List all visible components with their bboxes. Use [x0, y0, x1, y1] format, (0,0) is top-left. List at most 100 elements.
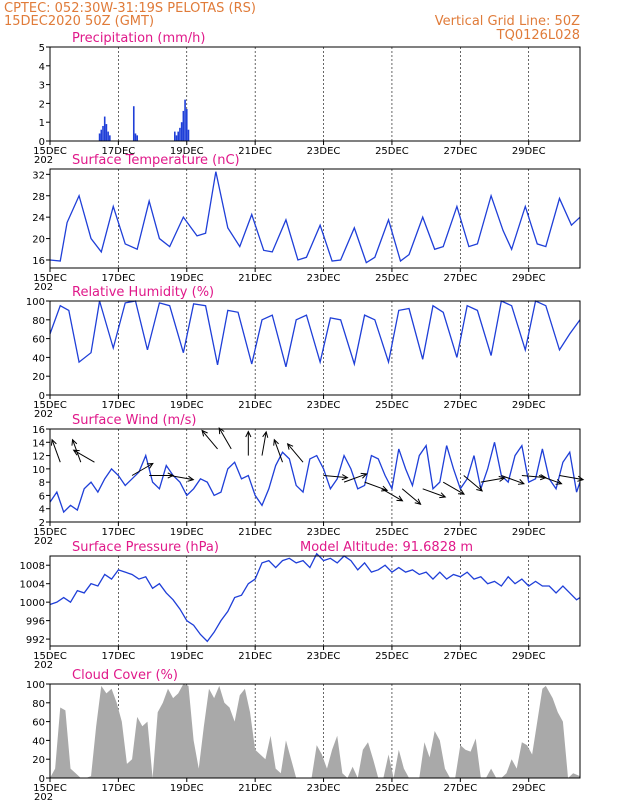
year-fragment: 202: [34, 282, 53, 293]
wind-arrow: [442, 481, 466, 495]
wind-arrow: [201, 429, 218, 450]
wind-arrow-head: [457, 488, 466, 495]
y-tick-label: 4: [39, 62, 45, 73]
x-tick-label: 17DEC: [102, 651, 136, 662]
wind-arrow-shaft: [72, 439, 82, 463]
wind-arrow-shaft: [521, 475, 546, 479]
wind-arrow-head: [381, 485, 389, 492]
x-tick-label: 19DEC: [170, 146, 204, 157]
x-tick-label: 23DEC: [307, 527, 341, 538]
panel-rh: 0 20 40 60 80 100 15DEC 17DEC 19DEC 21DEC 23DEC 25D…: [26, 285, 581, 420]
panel-frame: [49, 46, 581, 142]
temp-line: [49, 171, 581, 264]
x-tick-label: 29DEC: [512, 146, 546, 157]
wind-arrow-head: [286, 442, 294, 450]
y-tick-label: 16: [32, 256, 45, 267]
y-tick-label: 100: [26, 680, 45, 691]
y-tick-label: 1000: [20, 598, 45, 609]
x-tick-label: 17DEC: [102, 527, 136, 538]
pressure-line: [49, 552, 581, 643]
wind-arrow-head: [146, 462, 154, 469]
wind-arrow-head: [517, 479, 525, 485]
x-tick-label: 21DEC: [238, 146, 272, 157]
y-tick-label: 3: [39, 81, 45, 92]
wind-arrow-shaft: [501, 475, 525, 485]
y-tick-label: 20: [32, 235, 45, 246]
wind-arrow: [286, 442, 304, 463]
x-tick-label: 25DEC: [375, 651, 409, 662]
panel-frame: [49, 168, 581, 269]
wind-arrow: [218, 427, 232, 450]
y-tick-label: 1008: [20, 561, 45, 572]
year-fragment: 202: [34, 409, 53, 420]
panel-frame: [49, 428, 581, 523]
x-tick-label: 27DEC: [443, 651, 477, 662]
wind-arrow: [343, 472, 368, 483]
wind-arrow: [538, 475, 563, 485]
y-tick-label: 2: [39, 518, 45, 529]
x-tick-label: 15DEC: [33, 273, 67, 284]
precip-bar: [179, 127, 181, 141]
wind-arrow: [401, 488, 422, 505]
wind-arrow: [381, 488, 404, 502]
precip-bar: [109, 135, 111, 141]
wind-arrow-shaft: [218, 427, 232, 450]
wind-arrow-head: [201, 429, 208, 437]
panel-wind: 2 4 6 8 10 12 14 16 15DEC 17DEC 19DEC 21DEC 23DEC 25D…: [32, 413, 585, 547]
header-run-time: 15DEC2020 50Z (GMT): [4, 14, 154, 29]
y-tick-label: 0: [39, 137, 45, 148]
wind-arrow-head: [555, 479, 563, 485]
wind-arrow-head: [167, 472, 175, 479]
x-tick-label: 23DEC: [307, 400, 341, 411]
x-tick-label: 27DEC: [443, 783, 477, 794]
wind-arrow-head: [360, 472, 368, 479]
wind-arrow: [323, 474, 349, 481]
rh-line: [49, 300, 581, 367]
y-tick-label: 1: [39, 118, 45, 129]
precip-bar: [136, 135, 138, 141]
wind-arrow-shaft: [422, 488, 446, 498]
x-tick-label: 15DEC: [33, 783, 67, 794]
wind-arrow-head: [72, 449, 80, 456]
y-tick-label: 0: [39, 391, 45, 402]
precip-bar: [98, 133, 101, 141]
wind-arrow-head: [498, 475, 506, 482]
wind-arrow-shaft: [480, 477, 505, 483]
precip-bar: [105, 124, 108, 141]
x-tick-label: 19DEC: [170, 273, 204, 284]
precip-bar: [132, 106, 135, 141]
wind-arrow-head: [414, 498, 422, 505]
wind-arrow-head: [187, 475, 195, 482]
wind-arrow-head: [396, 495, 404, 502]
panel-title: Relative Humidity (%): [72, 285, 214, 300]
y-tick-label: 1004: [20, 580, 45, 591]
wind-arrow-head: [341, 474, 349, 481]
x-tick-label: 29DEC: [512, 273, 546, 284]
y-tick-label: 20: [32, 372, 45, 383]
panel-frame: [49, 683, 581, 779]
year-fragment: 202: [34, 155, 53, 166]
y-tick-label: 40: [32, 353, 45, 364]
wind-arrow: [245, 430, 252, 456]
wind-arrow-shaft: [73, 449, 95, 463]
x-tick-label: 29DEC: [512, 651, 546, 662]
precip-bar: [180, 122, 183, 141]
x-tick-label: 19DEC: [170, 651, 204, 662]
panel-pressure: 992 996 1000 1004 1008 15DEC 17DEC 19DEC 21DEC 23…: [20, 540, 581, 671]
y-tick-label: 24: [32, 213, 45, 224]
wind-arrow: [72, 449, 95, 463]
wind-arrow-shaft: [364, 481, 388, 491]
x-tick-label: 15DEC: [33, 400, 67, 411]
wind-arrow: [169, 475, 195, 482]
wind-arrow: [261, 430, 269, 456]
wind-arrow-head: [262, 430, 269, 438]
header-station: CPTEC: 052:30W-31:19S PELOTAS (RS): [4, 1, 256, 16]
wind-arrow-head: [71, 438, 78, 446]
x-tick-label: 23DEC: [307, 146, 341, 157]
header-grid-note: Vertical Grid Line: 50Z: [435, 14, 580, 29]
y-tick-label: 16: [32, 425, 45, 436]
x-tick-label: 15DEC: [33, 146, 67, 157]
y-tick-label: 14: [32, 438, 45, 449]
x-tick-label: 17DEC: [102, 400, 136, 411]
y-tick-label: 100: [26, 297, 45, 308]
